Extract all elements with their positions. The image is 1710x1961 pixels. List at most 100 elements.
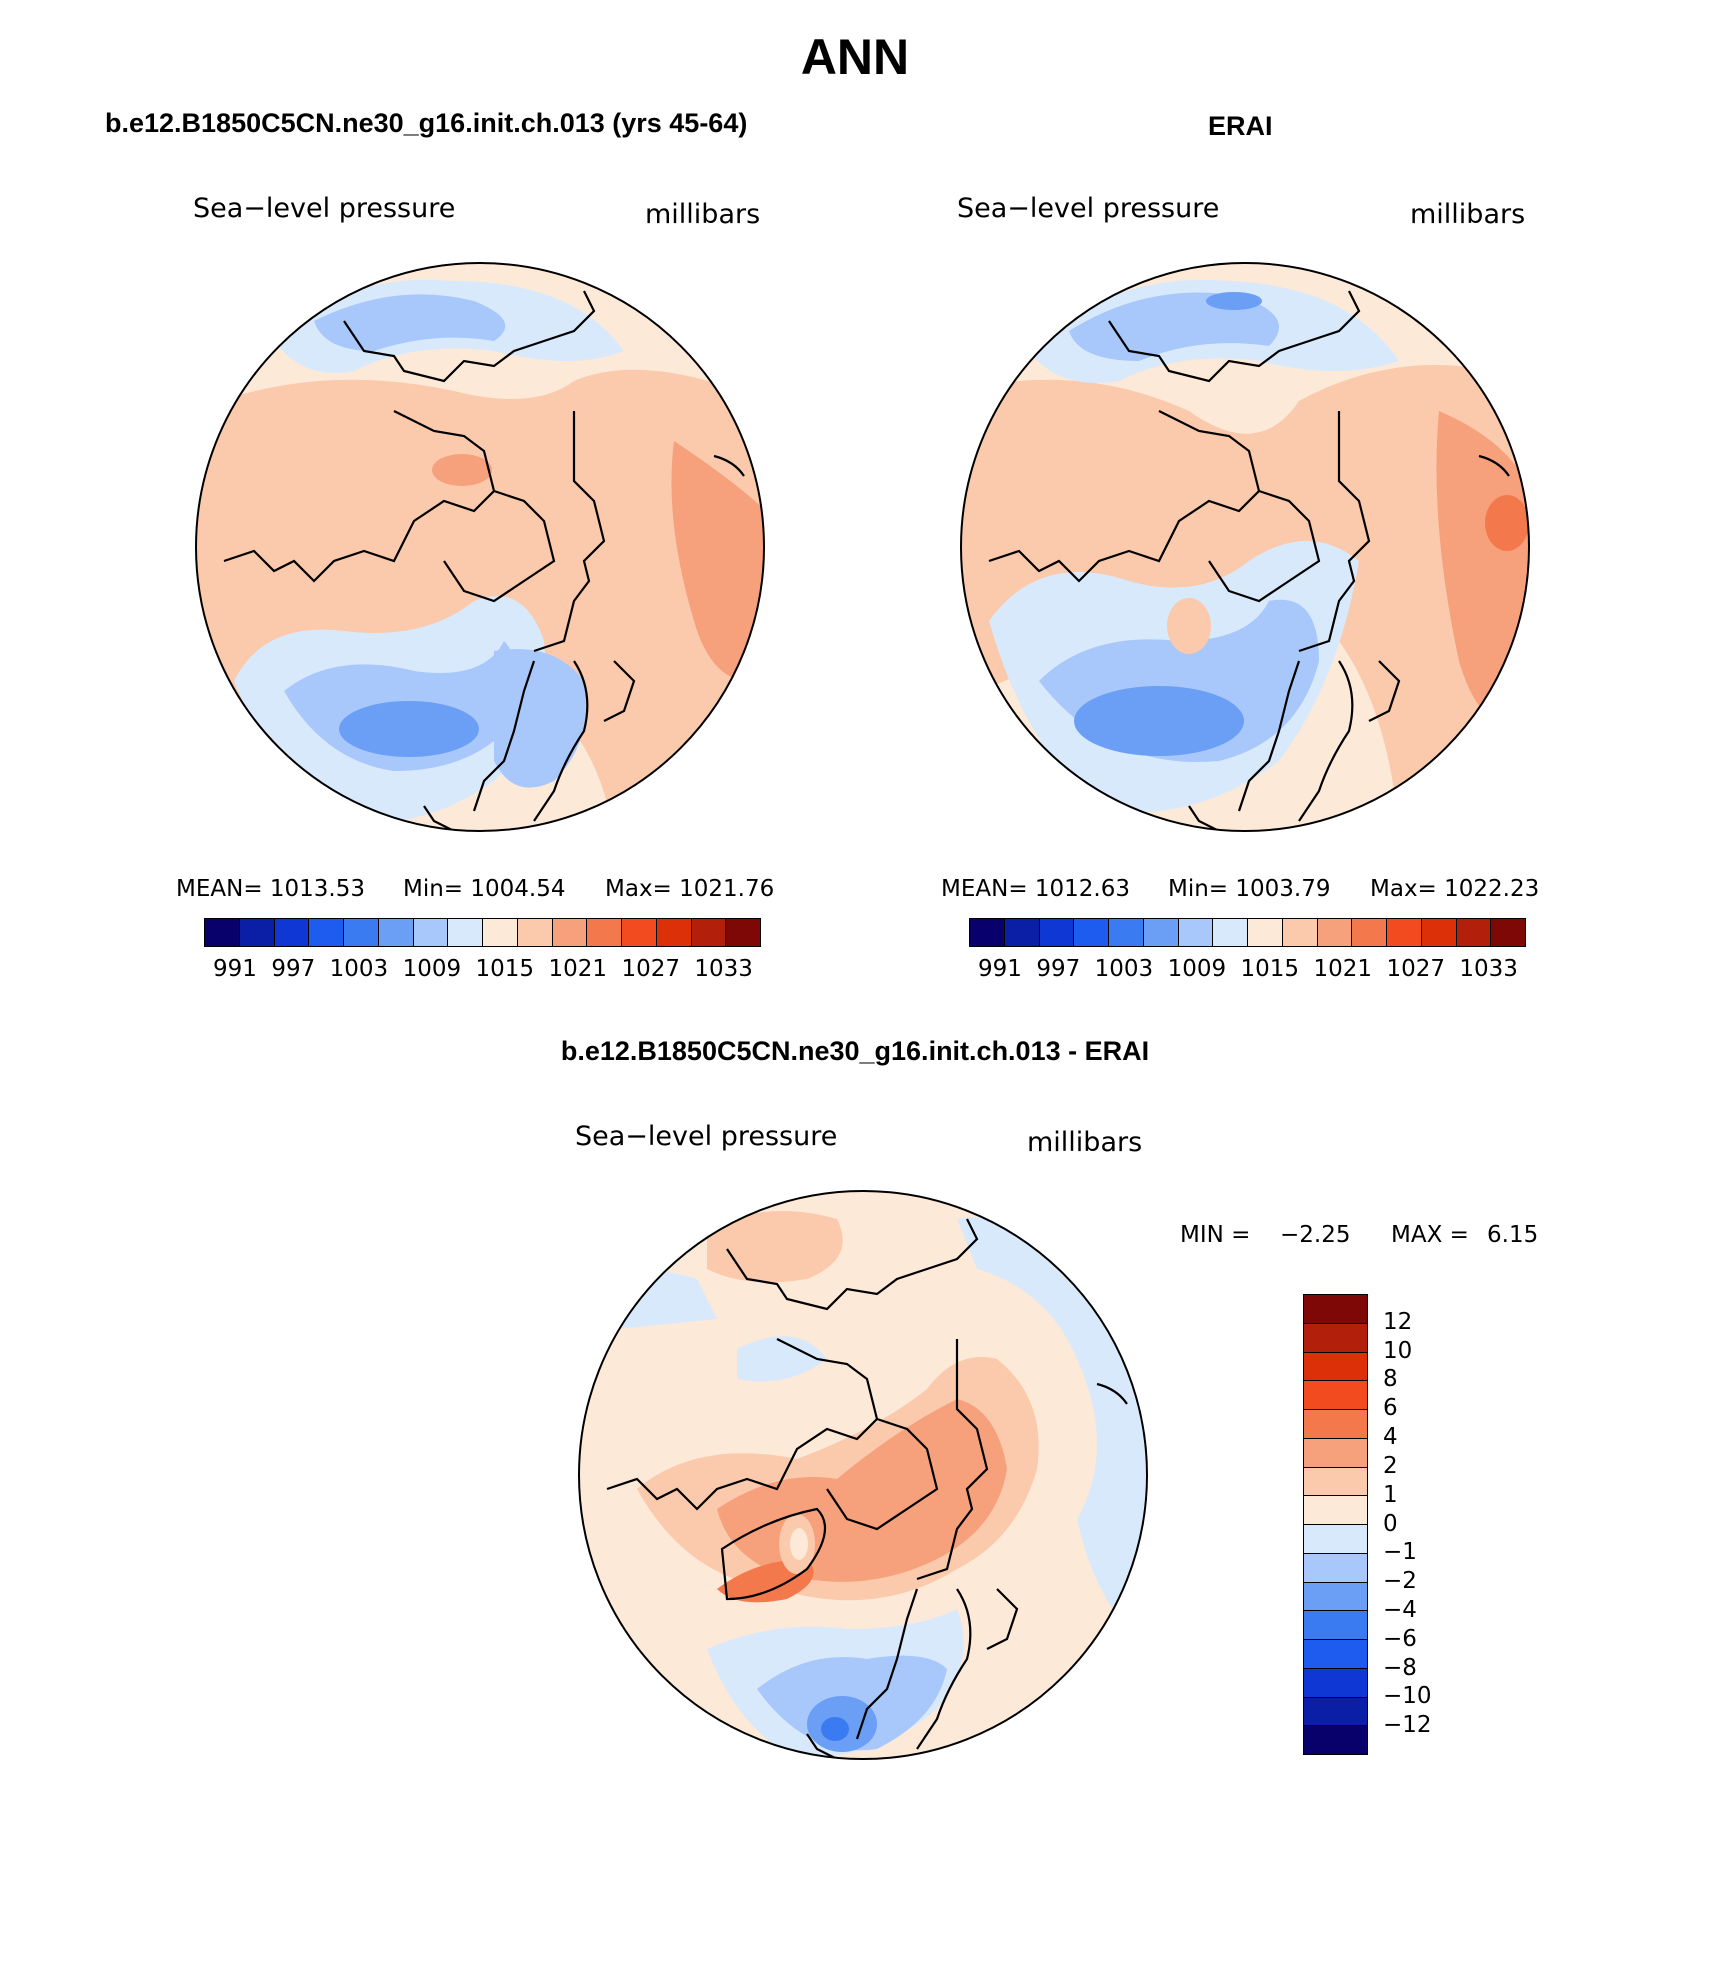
colorbar-tick-label: −12 — [1383, 1712, 1432, 1739]
colorbar-swatch — [1304, 1525, 1367, 1554]
colorbar-swatch — [1304, 1381, 1367, 1410]
colorbar-swatch — [205, 919, 240, 946]
colorbar-swatch — [1304, 1582, 1367, 1612]
colorbar-swatch — [1304, 1496, 1367, 1525]
colorbar-tick-label: 1009 — [1167, 956, 1227, 982]
colorbar-swatch — [1456, 919, 1492, 946]
panel-3-min-value: −2.25 — [1280, 1222, 1351, 1248]
panel-3-max-label: MAX = — [1391, 1222, 1469, 1248]
colorbar-tick-label: 1027 — [621, 956, 680, 982]
colorbar-swatch — [448, 919, 483, 946]
colorbar-tick-label: −4 — [1383, 1596, 1417, 1623]
colorbar-swatch — [239, 919, 275, 946]
colorbar-swatch — [1304, 1553, 1367, 1583]
colorbar-tick-label: 997 — [271, 956, 316, 982]
colorbar-swatch — [622, 919, 657, 946]
panel-2-min: Min= 1003.79 — [1168, 876, 1331, 902]
colorbar-swatch — [517, 919, 553, 946]
colorbar-tick-label: −2 — [1383, 1568, 1417, 1595]
colorbar-swatch — [1304, 1438, 1367, 1468]
colorbar-swatch — [1304, 1697, 1367, 1727]
colorbar-tick-label: 1027 — [1386, 956, 1445, 982]
colorbar-swatch — [378, 919, 414, 946]
colorbar-swatch — [1109, 919, 1144, 946]
colorbar-swatch — [726, 919, 760, 946]
colorbar-tick-label: 1021 — [548, 956, 608, 982]
panel-1-colorbar — [204, 918, 761, 947]
panel-1-max: Max= 1021.76 — [605, 876, 775, 902]
colorbar-swatch — [309, 919, 344, 946]
colorbar-tick-label: 10 — [1383, 1337, 1413, 1364]
colorbar-swatch — [1304, 1467, 1367, 1497]
colorbar-swatch — [1421, 919, 1457, 946]
colorbar-swatch — [691, 919, 727, 946]
colorbar-swatch — [1304, 1410, 1367, 1439]
colorbar-swatch — [1248, 919, 1283, 946]
colorbar-tick-label: 8 — [1383, 1366, 1398, 1393]
colorbar-tick-label: 1021 — [1313, 956, 1373, 982]
colorbar-swatch — [1282, 919, 1318, 946]
panel-1-variable-label: Sea−level pressure — [193, 193, 456, 224]
colorbar-swatch — [1304, 1668, 1367, 1698]
colorbar-tick-label: 1015 — [475, 956, 535, 982]
panel-3-polar-map — [578, 1190, 1148, 1760]
colorbar-swatch — [483, 919, 518, 946]
colorbar-swatch — [656, 919, 692, 946]
colorbar-tick-label: 4 — [1383, 1424, 1398, 1451]
colorbar-swatch — [1304, 1352, 1367, 1382]
colorbar-tick-label: 2 — [1383, 1452, 1398, 1479]
colorbar-tick-label: 6 — [1383, 1395, 1398, 1422]
panel-1-colorbar-labels: 991 997 1003 1009 1015 1021 1027 1033 — [213, 956, 753, 982]
panel-3-colorbar — [1303, 1294, 1368, 1755]
panel-3-units-label: millibars — [1027, 1127, 1143, 1158]
panel-3-max-value: 6.15 — [1487, 1222, 1539, 1248]
colorbar-swatch — [1213, 919, 1248, 946]
panel-1-mean: MEAN= 1013.53 — [176, 876, 366, 902]
colorbar-swatch — [1352, 919, 1387, 946]
colorbar-swatch — [1304, 1323, 1367, 1353]
colorbar-tick-label: 1033 — [1459, 956, 1518, 982]
colorbar-swatch — [1004, 919, 1040, 946]
colorbar-swatch — [1387, 919, 1422, 946]
colorbar-tick-label: −1 — [1383, 1539, 1417, 1566]
panel-1-min: Min= 1004.54 — [403, 876, 566, 902]
colorbar-swatch — [552, 919, 588, 946]
colorbar-swatch — [1039, 919, 1075, 946]
colorbar-swatch — [1317, 919, 1353, 946]
colorbar-swatch — [1074, 919, 1109, 946]
colorbar-tick-label: 12 — [1383, 1308, 1413, 1335]
colorbar-swatch — [413, 919, 449, 946]
colorbar-tick-label: 1003 — [1094, 956, 1154, 982]
colorbar-tick-label: 1 — [1383, 1481, 1398, 1508]
figure-title: ANN — [800, 29, 910, 85]
colorbar-tick-label: −8 — [1383, 1654, 1417, 1681]
colorbar-swatch — [970, 919, 1005, 946]
panel-1-units-label: millibars — [645, 199, 761, 230]
colorbar-swatch — [1304, 1726, 1367, 1754]
panel-2-mean: MEAN= 1012.63 — [941, 876, 1131, 902]
panel-3-title: b.e12.B1850C5CN.ne30_g16.init.ch.013 - E… — [560, 1036, 1150, 1066]
colorbar-tick-label: 1033 — [694, 956, 753, 982]
panel-2-max: Max= 1022.23 — [1370, 876, 1540, 902]
colorbar-tick-label: 991 — [213, 956, 257, 982]
colorbar-tick-label: 1003 — [329, 956, 389, 982]
panel-3-variable-label: Sea−level pressure — [575, 1121, 838, 1152]
panel-2-variable-label: Sea−level pressure — [957, 193, 1220, 224]
colorbar-tick-label: 0 — [1383, 1510, 1398, 1537]
colorbar-tick-label: 1009 — [402, 956, 462, 982]
panel-2-polar-map — [960, 262, 1530, 832]
colorbar-swatch — [274, 919, 310, 946]
colorbar-swatch — [1178, 919, 1214, 946]
colorbar-swatch — [587, 919, 622, 946]
colorbar-swatch — [1304, 1640, 1367, 1669]
panel-3-colorbar-labels: 12 10 8 6 4 2 1 0 −1 −2 −4 −6 −8 −10 −12 — [1383, 1294, 1463, 1755]
colorbar-swatch — [1304, 1611, 1367, 1640]
panel-1-title: b.e12.B1850C5CN.ne30_g16.init.ch.013 (yr… — [105, 108, 748, 138]
colorbar-swatch — [1304, 1295, 1367, 1324]
panel-2-units-label: millibars — [1410, 199, 1526, 230]
panel-2-title: ERAI — [1208, 111, 1273, 141]
colorbar-tick-label: 991 — [978, 956, 1022, 982]
panel-2-colorbar-labels: 991 997 1003 1009 1015 1021 1027 1033 — [978, 956, 1518, 982]
panel-1-polar-map — [195, 262, 765, 832]
colorbar-swatch — [344, 919, 379, 946]
